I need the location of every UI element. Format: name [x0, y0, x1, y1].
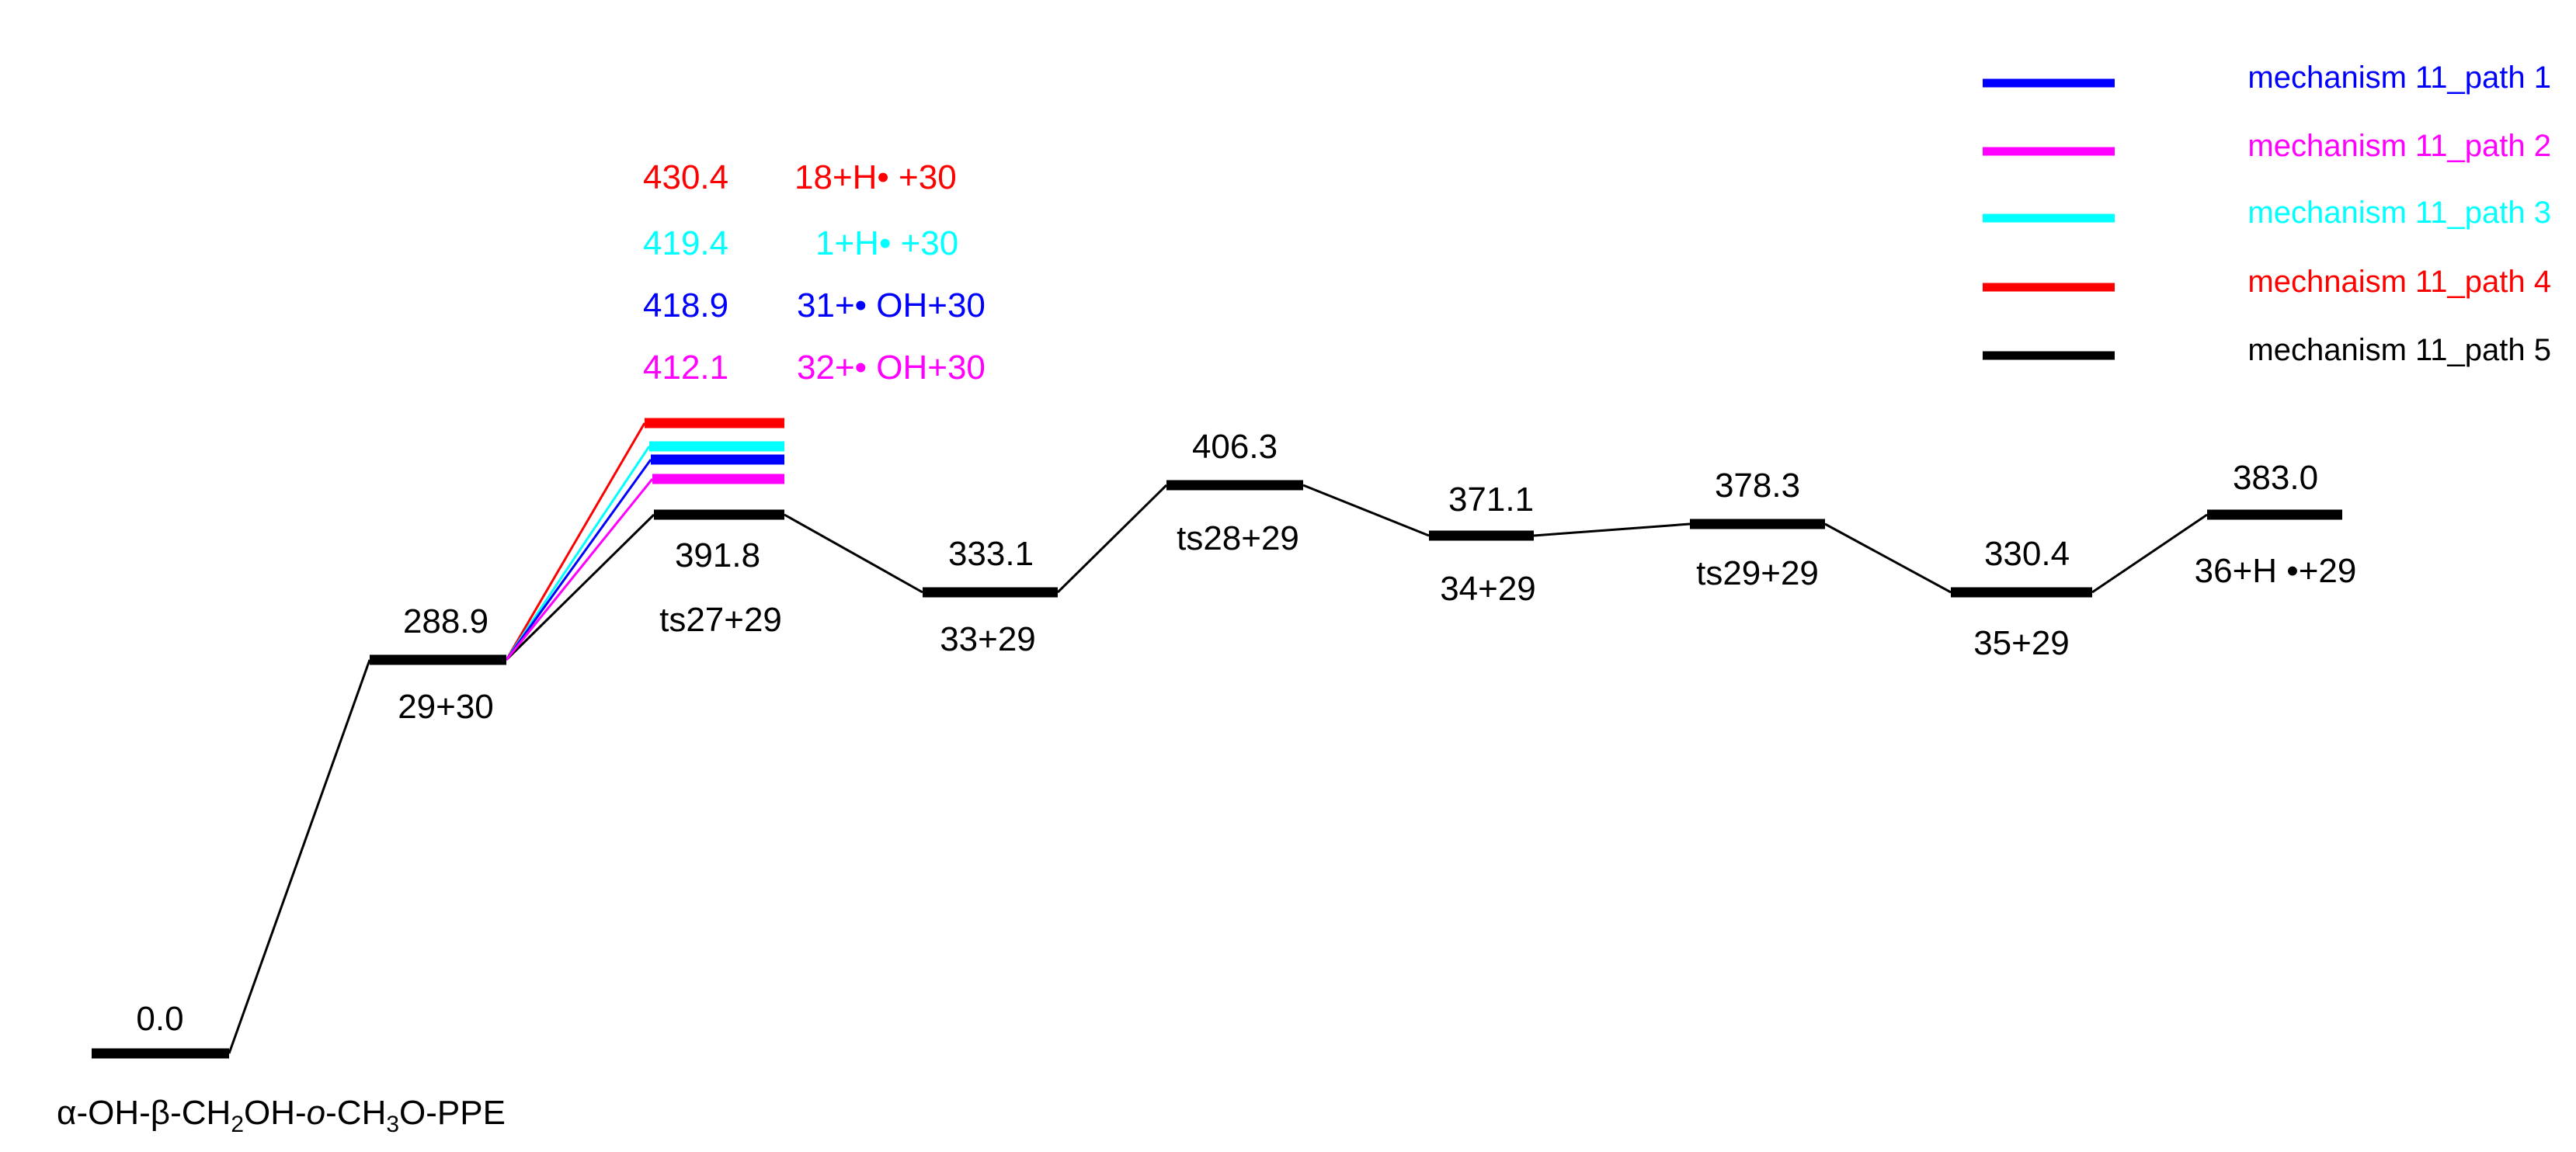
label-ts27: ts27+29	[659, 601, 782, 639]
label-ts28: ts28+29	[1177, 519, 1299, 557]
branch-levels	[645, 418, 784, 484]
legend-label-path3: mechanism 11_path 3	[2247, 196, 2551, 230]
label-29-30: 29+30	[398, 688, 494, 726]
branch-label-path3: 1+H• +30	[815, 224, 958, 262]
value-29-30: 288.9	[403, 602, 488, 640]
connector-path3	[505, 446, 651, 661]
branch-value-path1: 418.9	[643, 286, 728, 324]
label-start: α-OH-β-CH2OH-o-CH3O-PPE	[57, 1094, 506, 1137]
connector-ts28-to-34	[1302, 484, 1430, 537]
connector-ts29-to-35	[1824, 522, 1952, 594]
species-labels: α-OH-β-CH2OH-o-CH3O-PPE 29+30 391.8 ts27…	[57, 519, 2356, 1137]
branch-label-path4: 18+H• +30	[794, 158, 957, 196]
connector-start-to-29	[228, 659, 371, 1054]
legend-item-path1: mechanism 11_path 1	[1983, 61, 2551, 95]
label-36: 36+H •+29	[2195, 552, 2357, 590]
legend-label-path4: mechnaism 11_path 4	[2247, 265, 2551, 299]
connector-path2	[505, 478, 654, 661]
label-33: 33+29	[940, 620, 1036, 658]
branch-label-path2: 32+• OH+30	[797, 349, 986, 387]
value-ts29: 378.3	[1715, 467, 1800, 505]
connector-path1	[505, 459, 652, 661]
legend-label-path2: mechanism 11_path 2	[2247, 129, 2551, 163]
value-36: 383.0	[2233, 459, 2318, 497]
legend-item-path4: mechnaism 11_path 4	[1983, 265, 2551, 299]
branch-value-path2: 412.1	[643, 349, 728, 387]
connector-path4	[505, 422, 646, 661]
connector-34-to-ts29	[1533, 522, 1691, 537]
value-start: 0.0	[136, 1000, 183, 1038]
connector-ts27-to-33	[784, 513, 923, 594]
value-34: 371.1	[1448, 481, 1534, 519]
value-35: 330.4	[1984, 535, 2070, 573]
legend: mechanism 11_path 1 mechanism 11_path 2 …	[1983, 61, 2551, 367]
legend-label-path5: mechanism 11_path 5	[2247, 333, 2551, 367]
legend-item-path3: mechanism 11_path 3	[1983, 196, 2551, 230]
branch-value-path3: 419.4	[643, 224, 728, 262]
value-ts28: 406.3	[1192, 428, 1278, 466]
energy-values: 0.0 288.9 333.1 406.3 371.1 378.3 330.4 …	[136, 428, 2318, 1038]
connector-35-to-36	[2091, 513, 2208, 594]
value-ts27: 391.8	[675, 536, 760, 574]
branch-value-path4: 430.4	[643, 158, 728, 196]
branch-label-path1: 31+• OH+30	[797, 286, 986, 324]
legend-item-path5: mechanism 11_path 5	[1983, 333, 2551, 367]
legend-item-path2: mechanism 11_path 2	[1983, 129, 2551, 163]
branch-annotations: 430.4 18+H• +30 419.4 1+H• +30 418.9 31+…	[643, 158, 986, 387]
label-35: 35+29	[1973, 624, 2070, 662]
energy-levels	[92, 480, 2342, 1059]
connector-33-to-ts28	[1056, 484, 1168, 594]
label-ts29: ts29+29	[1696, 554, 1819, 592]
branch-connector-lines	[505, 422, 654, 661]
legend-label-path1: mechanism 11_path 1	[2247, 61, 2551, 95]
connector-lines	[228, 484, 2208, 1054]
connector-29-to-ts27	[505, 513, 655, 661]
label-34: 34+29	[1440, 570, 1536, 608]
value-33: 333.1	[948, 535, 1034, 573]
